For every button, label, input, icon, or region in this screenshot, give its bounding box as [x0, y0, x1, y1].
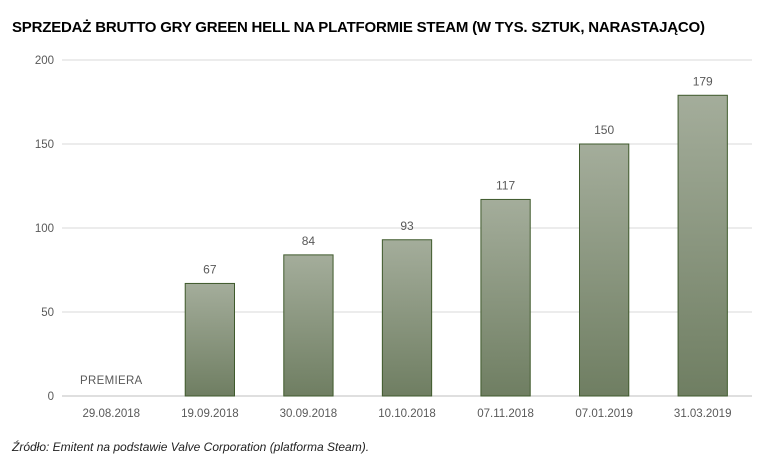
data-label: 93 [400, 219, 414, 233]
x-tick-label: 29.08.2018 [83, 408, 141, 420]
bar [480, 198, 531, 397]
x-tick-label: 07.11.2018 [477, 408, 534, 420]
x-tick-label: 10.10.2018 [378, 408, 436, 420]
data-label: 117 [496, 178, 515, 192]
x-tick-label: 19.09.2018 [181, 408, 239, 420]
y-tick-label: 200 [35, 55, 54, 67]
data-label: 179 [693, 74, 713, 88]
source-note: Źródło: Emitent na podstawie Valve Corpo… [12, 440, 370, 454]
y-tick-label: 0 [48, 391, 54, 403]
x-tick-label: 07.01.2019 [575, 408, 633, 420]
x-tick-label: 30.09.2018 [280, 408, 338, 420]
bar [184, 282, 235, 397]
data-label: 150 [594, 123, 614, 137]
premiere-annotation: PREMIERA [80, 375, 142, 387]
data-label: 67 [203, 262, 217, 276]
y-tick-label: 50 [41, 307, 54, 319]
bar [677, 94, 728, 397]
data-labels: 67 84 93 117 150 179 [203, 74, 713, 276]
y-tick-label: 100 [35, 223, 54, 235]
bar [579, 143, 630, 397]
y-axis-ticks: 0 50 100 150 200 [35, 55, 54, 403]
bar [283, 254, 334, 397]
chart-title: SPRZEDAŻ BRUTTO GRY GREEN HELL NA PLATFO… [12, 19, 705, 36]
bars [184, 94, 728, 397]
x-axis-ticks: 29.08.2018 19.09.2018 30.09.2018 10.10.2018… [83, 408, 732, 420]
bar [381, 239, 433, 397]
y-tick-label: 150 [35, 139, 54, 151]
data-label: 84 [302, 234, 316, 248]
annotations: PREMIERA [80, 375, 142, 387]
x-tick-label: 31.03.2019 [674, 408, 732, 420]
